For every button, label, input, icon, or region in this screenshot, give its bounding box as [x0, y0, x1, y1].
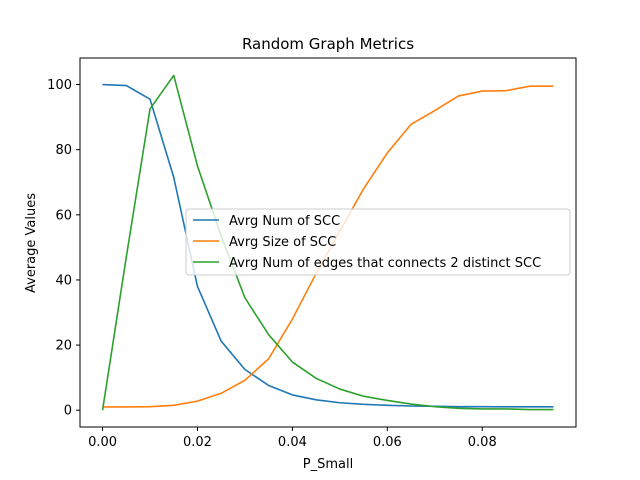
x-tick-label: 0.06 [373, 435, 402, 450]
y-axis-label: Average Values [24, 193, 39, 293]
x-tick-label: 0.04 [278, 435, 307, 450]
y-tick-label: 100 [47, 78, 72, 93]
legend-label: Avrg Num of SCC [229, 214, 340, 229]
y-tick-label: 20 [55, 339, 72, 354]
axes-frame [79, 57, 577, 428]
legend-label: Avrg Num of edges that connects 2 distin… [229, 256, 541, 271]
legend-label: Avrg Size of SCC [229, 235, 336, 250]
series-line-1 [102, 83, 554, 408]
y-tick-label: 80 [55, 143, 72, 158]
x-tick-label: 0.00 [88, 435, 117, 450]
x-axis-ticks: 0.00 0.02 0.04 0.06 0.08 [88, 427, 497, 450]
y-tick-label: 60 [55, 208, 72, 223]
series-line-3 [101, 74, 554, 411]
legend: Avrg Num of SCC Avrg Size of SCC Avrg Num … [185, 208, 571, 276]
x-axis-label: P_Small [303, 457, 353, 472]
x-tick-label: 0.02 [183, 435, 212, 450]
legend-frame [185, 208, 571, 276]
x-tick-label: 0.08 [468, 435, 497, 450]
y-tick-label: 40 [55, 273, 72, 288]
y-tick-label: 0 [64, 404, 72, 419]
y-axis-ticks: 0 20 40 60 80 100 [47, 78, 80, 419]
chart-title: Random Graph Metrics [242, 35, 414, 53]
